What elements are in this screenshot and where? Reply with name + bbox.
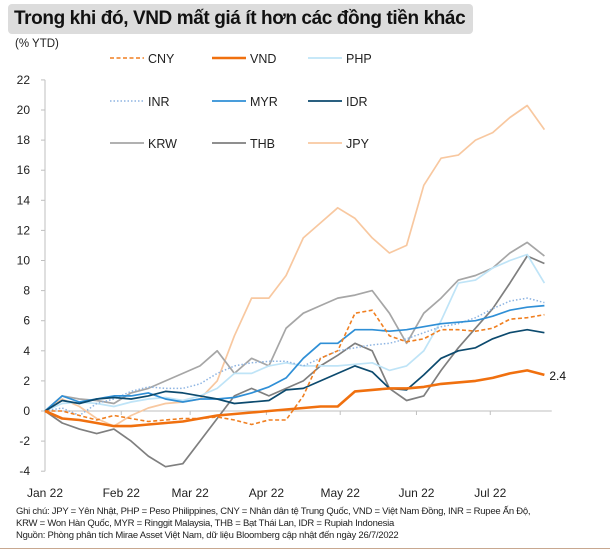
y-tick-label: 12 [17,223,31,237]
y-tick-label: 2 [23,374,30,388]
y-tick-label: 16 [17,163,31,177]
y-tick-label: 22 [17,73,31,87]
y-tick-label: 4 [23,344,30,358]
series-line-vnd [44,369,545,428]
legend-label-myr: MYR [250,95,278,109]
legend-label-inr: INR [148,95,170,109]
legend-label-krw: KRW [148,137,177,151]
y-tick-label: 6 [23,314,30,328]
legend-label-jpy: JPY [346,137,370,151]
y-tick-label: -2 [19,434,30,448]
y-tick-label: 0 [23,404,30,418]
chart-notes: Ghi chú: JPY = Yên Nhật, PHP = Peso Phil… [16,506,610,542]
y-tick-label: 14 [17,193,31,207]
chart-title: Trong khi đó, VND mất giá ít hơn các đồn… [8,4,474,34]
y-tick-label: 10 [17,254,31,268]
legend-label-php: PHP [346,52,372,66]
x-tick-label: Mar 22 [171,486,209,500]
y-tick-label: 8 [23,284,30,298]
y-tick-label: 18 [17,133,31,147]
note-line-2: KRW = Won Hàn Quốc, MYR = Ringgit Malays… [16,518,395,529]
divider [0,548,610,549]
vnd-end-value-label: 2.4 [549,369,566,383]
x-tick-label: Jan 22 [27,486,63,500]
x-tick-label: May 22 [321,486,361,500]
legend-label-cny: CNY [148,52,175,66]
x-tick-label: Jun 22 [398,486,434,500]
legend-label-vnd: VND [250,52,276,66]
x-tick-label: Feb 22 [103,486,141,500]
series-line-jpy [44,104,546,427]
series-line-cny [45,309,545,426]
line-chart: -4 -2 0 2 4 6 8 10 12 14 16 18 20 22 Jan 22 Feb 22 Mar 2… [17,52,567,500]
y-tick-label: 20 [17,103,31,117]
legend-label-thb: THB [250,137,275,151]
x-tick-label: Jul 22 [474,486,506,500]
y-axis-unit-label: (% YTD) [15,38,59,50]
y-tick-label: -4 [19,464,30,478]
series-line-php [44,253,546,412]
legend-label-idr: IDR [346,95,368,109]
series-line-myr [44,304,545,412]
series-line-thb [44,255,545,468]
series-line-krw [44,241,545,412]
note-line-1: Ghi chú: JPY = Yên Nhật, PHP = Peso Phil… [16,506,531,517]
series-line-idr [44,328,545,412]
series-line-inr [44,297,545,417]
note-line-3: Nguồn: Phòng phân tích Mirae Asset Việt … [16,530,399,541]
x-tick-label: Apr 22 [249,486,285,500]
